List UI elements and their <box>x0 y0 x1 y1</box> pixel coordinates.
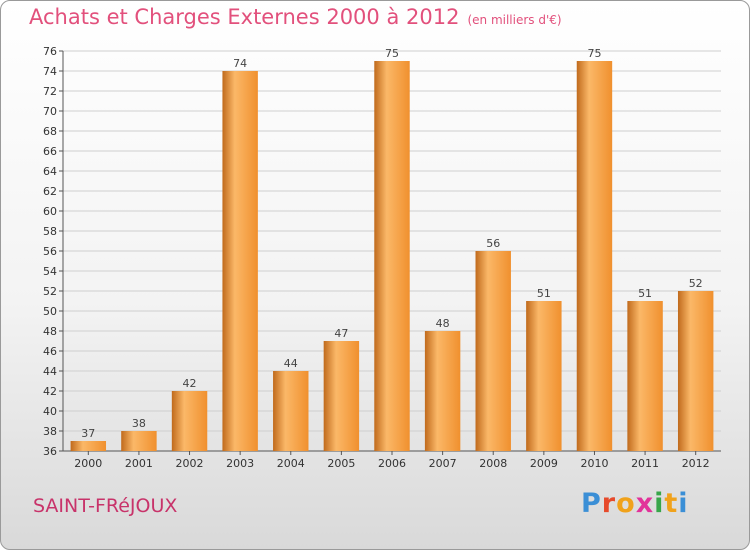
bar-value-label: 37 <box>81 427 95 440</box>
y-tick-label: 64 <box>43 165 57 178</box>
y-tick-label: 46 <box>43 345 57 358</box>
logo-letter: i <box>654 488 665 519</box>
x-tick-label: 2009 <box>530 457 558 470</box>
bar <box>424 331 461 451</box>
chart-subtitle: (en milliers d'€) <box>467 13 562 27</box>
y-tick-label: 66 <box>43 145 57 158</box>
bar-value-label: 56 <box>486 237 500 250</box>
bar <box>374 61 410 451</box>
x-tick-label: 2012 <box>682 457 710 470</box>
y-tick-label: 44 <box>43 365 57 378</box>
y-tick-label: 76 <box>43 45 57 58</box>
chart-title: Achats et Charges Externes 2000 à 2012 (e… <box>29 5 562 29</box>
bar <box>323 341 360 451</box>
bar <box>70 441 107 451</box>
bar-value-label: 74 <box>233 57 247 70</box>
y-tick-label: 42 <box>43 385 57 398</box>
x-tick-label: 2004 <box>277 457 305 470</box>
y-tick-label: 68 <box>43 125 57 138</box>
bar-value-label: 51 <box>537 287 551 300</box>
x-tick-label: 2011 <box>631 457 659 470</box>
bar-value-label: 75 <box>385 47 399 60</box>
x-tick-label: 2001 <box>125 457 153 470</box>
bar-value-label: 51 <box>638 287 652 300</box>
bar-value-label: 75 <box>587 47 601 60</box>
bar <box>576 61 613 451</box>
x-tick-label: 2007 <box>429 457 457 470</box>
y-tick-label: 72 <box>43 85 57 98</box>
y-tick-label: 58 <box>43 225 57 238</box>
bar-value-label: 48 <box>436 317 450 330</box>
y-tick-label: 62 <box>43 185 57 198</box>
bar <box>121 431 157 451</box>
city-name: SAINT-FRéJOUX <box>33 495 178 517</box>
y-tick-label: 50 <box>43 305 57 318</box>
y-tick-label: 52 <box>43 285 57 298</box>
y-tick-label: 56 <box>43 245 57 258</box>
proxiti-logo: Proxiti <box>581 488 689 519</box>
y-tick-label: 54 <box>43 265 57 278</box>
bar <box>475 251 511 451</box>
x-tick-label: 2006 <box>378 457 406 470</box>
y-tick-label: 60 <box>43 205 57 218</box>
y-tick-label: 70 <box>43 105 57 118</box>
bar <box>171 391 208 451</box>
x-tick-label: 2000 <box>74 457 102 470</box>
logo-letter: r <box>601 488 617 519</box>
bar <box>627 301 663 451</box>
bar-value-label: 44 <box>284 357 298 370</box>
bar-value-label: 38 <box>132 417 146 430</box>
logo-letter: t <box>664 488 679 519</box>
bar-value-label: 52 <box>689 277 703 290</box>
logo-letter: i <box>678 488 689 519</box>
x-tick-label: 2008 <box>479 457 507 470</box>
y-tick-label: 40 <box>43 405 57 418</box>
x-tick-label: 2010 <box>580 457 608 470</box>
bar <box>222 71 258 451</box>
x-tick-label: 2002 <box>176 457 204 470</box>
bar-value-label: 42 <box>183 377 197 390</box>
logo-letter: P <box>581 488 602 519</box>
bar-value-label: 47 <box>334 327 348 340</box>
logo-letter: o <box>616 488 636 519</box>
bar <box>526 301 562 451</box>
y-tick-label: 36 <box>43 445 57 458</box>
y-tick-label: 74 <box>43 65 57 78</box>
bar <box>273 371 309 451</box>
bar <box>677 291 714 451</box>
y-tick-label: 48 <box>43 325 57 338</box>
chart-title-text: Achats et Charges Externes 2000 à 2012 <box>29 5 460 29</box>
x-tick-label: 2003 <box>226 457 254 470</box>
x-tick-label: 2005 <box>327 457 355 470</box>
y-tick-label: 38 <box>43 425 57 438</box>
logo-letter: x <box>635 488 655 519</box>
